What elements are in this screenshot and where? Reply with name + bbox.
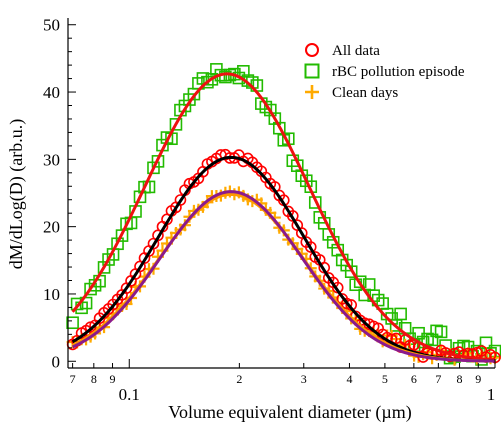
legend-marker-rbc-pollution — [304, 63, 320, 79]
fit-curves — [71, 72, 496, 363]
x-minor-tick-label: 8 — [457, 372, 463, 386]
legend: All data rBC pollution episode Clean days — [304, 43, 465, 101]
x-minor-tick-label: 9 — [110, 372, 116, 386]
data-point-rbc-pollution — [394, 307, 407, 321]
x-minor-tick-label: 8 — [91, 372, 97, 386]
data-point-all-data — [295, 227, 308, 239]
data-point-rbc-pollution — [353, 275, 367, 289]
y-tick-label: 30 — [43, 150, 60, 169]
data-point-rbc-pollution — [66, 316, 79, 330]
x-minor-tick-label: 5 — [382, 372, 388, 386]
data-point-rbc-pollution — [169, 118, 183, 131]
legend-label: All data — [332, 43, 380, 59]
data-point-rbc-pollution — [425, 333, 439, 347]
fit-curve-0 — [71, 72, 496, 362]
data-point-rbc-pollution — [115, 229, 129, 242]
data-point-rbc-pollution — [147, 161, 160, 175]
y-axis-label: dM/dLog(D) (arb.u.) — [6, 119, 27, 269]
data-point-rbc-pollution — [133, 190, 147, 204]
x-minor-tick-label: 3 — [301, 372, 307, 386]
legend-label: rBC pollution episode — [332, 64, 465, 80]
fit-curve-3 — [71, 190, 496, 363]
data-point-rbc-pollution — [120, 217, 133, 231]
y-tick-label: 0 — [52, 352, 61, 371]
data-point-rbc-pollution — [97, 261, 111, 274]
data-point-rbc-pollution — [273, 121, 286, 135]
data-point-rbc-pollution — [237, 65, 250, 78]
data-point-rbc-pollution — [268, 112, 282, 125]
y-tick-label: 40 — [43, 83, 60, 102]
legend-marker-all-data — [305, 43, 319, 57]
data-point-rbc-pollution — [232, 71, 246, 85]
data-point-rbc-pollution — [219, 70, 232, 84]
data-point-rbc-pollution — [421, 332, 434, 346]
x-minor-tick-label: 4 — [346, 372, 352, 386]
data-point-all-data — [304, 241, 317, 253]
data-point-rbc-pollution — [434, 325, 448, 339]
data-point-rbc-pollution — [201, 75, 214, 89]
data-point-rbc-pollution — [259, 100, 273, 114]
x-minor-tick-label: 9 — [475, 372, 481, 386]
x-major-tick-label: 0.1 — [119, 385, 140, 404]
data-point-rbc-pollution — [84, 282, 97, 296]
y-tick-label: 20 — [43, 218, 60, 237]
x-minor-tick-label: 6 — [411, 372, 417, 386]
data-point-rbc-pollution — [344, 265, 358, 278]
y-tick-label: 50 — [43, 16, 60, 35]
data-point-rbc-pollution — [70, 297, 84, 311]
y-tick-label: 10 — [43, 285, 60, 304]
data-point-rbc-pollution — [111, 237, 124, 251]
x-axis-label: Volume equivalent diameter (µm) — [168, 402, 411, 423]
x-major-tick-label: 1 — [487, 385, 496, 404]
data-point-rbc-pollution — [205, 73, 219, 86]
legend-marker-clean-days — [305, 85, 319, 99]
data-point-rbc-pollution — [430, 324, 443, 338]
x-minor-tick-label: 7 — [435, 372, 441, 386]
legend-label: Clean days — [332, 85, 398, 101]
x-minor-tick-label: 7 — [70, 372, 76, 386]
data-point-rbc-pollution — [264, 103, 277, 117]
x-minor-tick-label: 2 — [236, 372, 242, 386]
data-point-all-data — [174, 194, 187, 206]
